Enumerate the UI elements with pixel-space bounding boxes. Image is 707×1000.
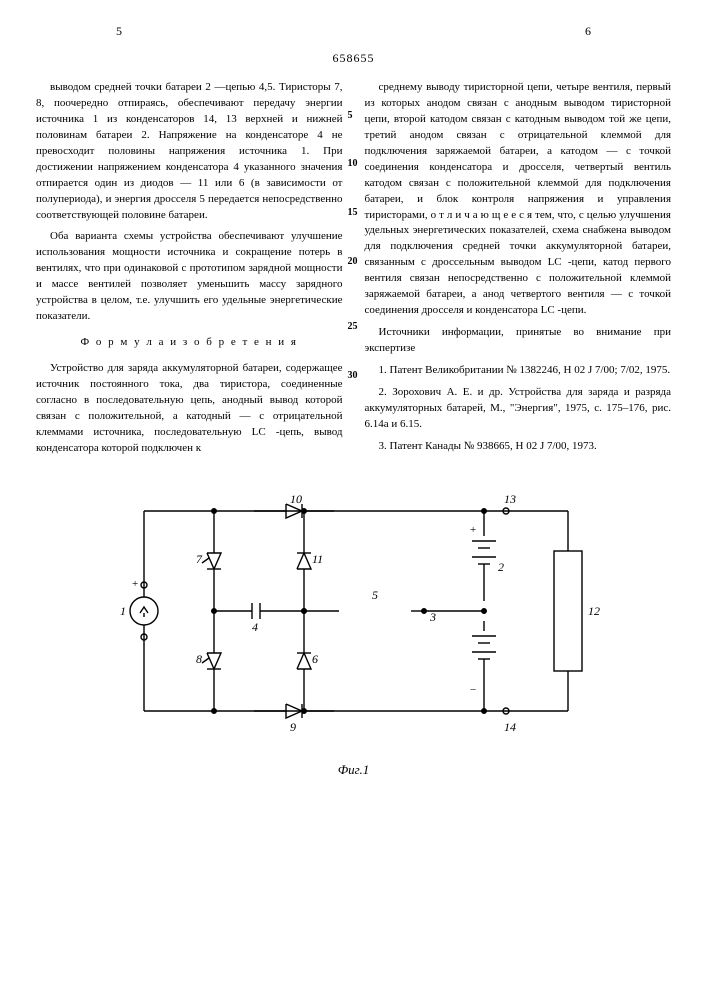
svg-text:3: 3: [429, 610, 436, 624]
refs-heading: Источники информации, принятые во вниман…: [365, 325, 672, 357]
para: среднему выводу тиристорной цепи, четыре…: [365, 80, 672, 319]
svg-text:6: 6: [312, 652, 318, 666]
left-page: 5: [116, 24, 122, 39]
svg-text:−: −: [470, 684, 476, 696]
circuit-diagram: 1 +7 8 11 6 10 9 4 5 3 + − 2 13 14 12: [84, 481, 624, 751]
line-number: 5: [348, 110, 353, 121]
svg-text:12: 12: [588, 604, 600, 618]
ref-item: 1. Патент Великобритании № 1382246, H 02…: [365, 363, 672, 379]
line-number: 15: [348, 207, 358, 218]
svg-text:2: 2: [498, 560, 504, 574]
ref-item: 2. Зорохович А. Е. и др. Устройства для …: [365, 385, 672, 433]
svg-text:+: +: [470, 524, 476, 536]
svg-text:8: 8: [196, 652, 202, 666]
svg-text:13: 13: [504, 492, 516, 506]
line-number: 25: [348, 321, 358, 332]
ref-item: 3. Патент Канады № 938665, H 02 J 7/00, …: [365, 439, 672, 455]
svg-text:1: 1: [120, 604, 126, 618]
svg-text:9: 9: [290, 720, 296, 734]
svg-text:+: +: [132, 578, 138, 590]
para: Оба варианта схемы устройства обеспечива…: [36, 229, 343, 325]
figure-caption: Фиг.1: [36, 762, 671, 778]
right-page: 6: [585, 24, 591, 39]
figure-1: 1 +7 8 11 6 10 9 4 5 3 + − 2 13 14 12 Фиг.1: [36, 481, 671, 778]
svg-text:10: 10: [290, 492, 302, 506]
line-number: 20: [348, 256, 358, 267]
svg-text:7: 7: [196, 552, 203, 566]
svg-text:4: 4: [252, 620, 258, 634]
right-column: среднему выводу тиристорной цепи, четыре…: [365, 80, 672, 463]
line-number: 30: [348, 370, 358, 381]
left-column: выводом средней точки батареи 2 —цепью 4…: [36, 80, 343, 463]
svg-text:11: 11: [312, 552, 323, 566]
para: Устройство для заряда аккумуляторной бат…: [36, 361, 343, 457]
para: выводом средней точки батареи 2 —цепью 4…: [36, 80, 343, 223]
svg-text:14: 14: [504, 720, 516, 734]
line-number: 10: [348, 158, 358, 169]
formula-heading: Ф о р м у л а и з о б р е т е н и я: [36, 335, 343, 351]
doc-number: 658655: [36, 51, 671, 66]
column-numbers: 5 6: [116, 24, 591, 39]
svg-text:5: 5: [372, 588, 378, 602]
